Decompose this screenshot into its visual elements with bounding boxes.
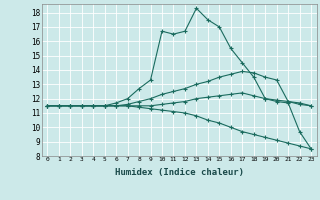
X-axis label: Humidex (Indice chaleur): Humidex (Indice chaleur) xyxy=(115,168,244,177)
